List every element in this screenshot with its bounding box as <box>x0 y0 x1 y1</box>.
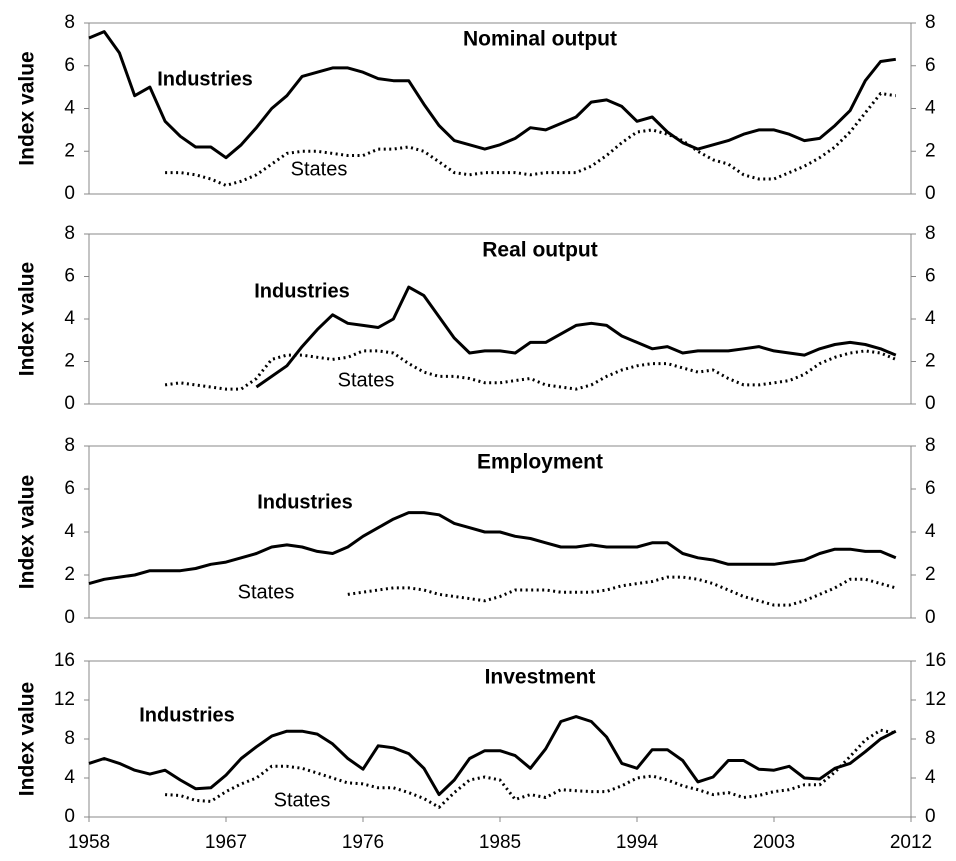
y-tick-label: 0 <box>64 183 75 204</box>
y-axis-label: Index value <box>16 475 39 589</box>
series-line <box>347 575 897 607</box>
chart-title: Real output <box>482 239 598 262</box>
y2-tick-label: 4 <box>925 521 936 542</box>
y2-tick-label: 2 <box>925 564 936 585</box>
y-tick-label: 0 <box>64 806 75 827</box>
y2-tick-label: 6 <box>925 55 936 76</box>
chart-title: Investment <box>485 666 596 689</box>
y2-tick-label: 6 <box>925 478 936 499</box>
series-line <box>88 30 897 160</box>
x-tick-label: 1976 <box>342 832 384 853</box>
y-axis-label: Index value <box>16 51 39 165</box>
y2-tick-label: 0 <box>925 393 936 414</box>
y2-tick-label: 4 <box>925 767 936 788</box>
y-tick-label: 0 <box>64 393 75 414</box>
series-line <box>164 349 897 391</box>
y2-tick-label: 0 <box>925 607 936 628</box>
y2-tick-label: 12 <box>925 689 946 710</box>
y-tick-label: 6 <box>64 266 75 287</box>
y-tick-label: 6 <box>64 55 75 76</box>
y-axis-label: Index value <box>16 262 39 376</box>
y-tick-label: 4 <box>64 767 75 788</box>
y2-tick-label: 6 <box>925 266 936 287</box>
y2-tick-label: 0 <box>925 806 936 827</box>
y-tick-label: 2 <box>64 564 75 585</box>
series-label: Industries <box>157 68 253 90</box>
series-label: Industries <box>257 491 353 513</box>
y-tick-label: 0 <box>64 607 75 628</box>
series-label: States <box>338 369 395 391</box>
x-tick-label: 1958 <box>68 832 110 853</box>
y-tick-label: 8 <box>64 728 75 749</box>
y2-tick-label: 2 <box>925 351 936 372</box>
y-tick-label: 2 <box>64 140 75 161</box>
y2-tick-label: 8 <box>925 12 936 33</box>
series-label: Industries <box>139 704 235 726</box>
y2-tick-label: 4 <box>925 98 936 119</box>
y-tick-label: 4 <box>64 521 75 542</box>
y2-tick-label: 0 <box>925 183 936 204</box>
y2-tick-label: 2 <box>925 140 936 161</box>
x-tick-label: 1994 <box>616 832 659 853</box>
series-label: States <box>238 581 295 603</box>
y-tick-label: 2 <box>64 351 75 372</box>
y-tick-label: 8 <box>64 223 75 244</box>
y2-tick-label: 8 <box>925 223 936 244</box>
chart-title: Nominal output <box>463 28 617 51</box>
y2-tick-label: 8 <box>925 435 936 456</box>
y-tick-label: 8 <box>64 435 75 456</box>
series-line <box>88 715 897 797</box>
y-tick-label: 4 <box>64 308 75 329</box>
y-tick-label: 16 <box>54 650 75 671</box>
y2-tick-label: 16 <box>925 650 946 671</box>
series-line <box>88 511 897 586</box>
y-tick-label: 8 <box>64 12 75 33</box>
series-label: Industries <box>254 280 350 302</box>
series-line <box>165 92 897 187</box>
y2-tick-label: 8 <box>925 728 936 749</box>
y-tick-label: 12 <box>54 689 75 710</box>
x-tick-label: 1985 <box>479 832 521 853</box>
series-line <box>255 285 897 389</box>
series-line <box>165 728 897 809</box>
series-label: States <box>291 158 348 180</box>
x-tick-label: 2012 <box>890 832 932 853</box>
chart-title: Employment <box>477 451 603 474</box>
x-tick-label: 2003 <box>753 832 795 853</box>
y-tick-label: 4 <box>64 98 75 119</box>
x-tick-label: 1967 <box>205 832 247 853</box>
y2-tick-label: 4 <box>925 308 936 329</box>
series-label: States <box>274 789 331 811</box>
y-tick-label: 6 <box>64 478 75 499</box>
y-axis-label: Index value <box>16 682 39 796</box>
